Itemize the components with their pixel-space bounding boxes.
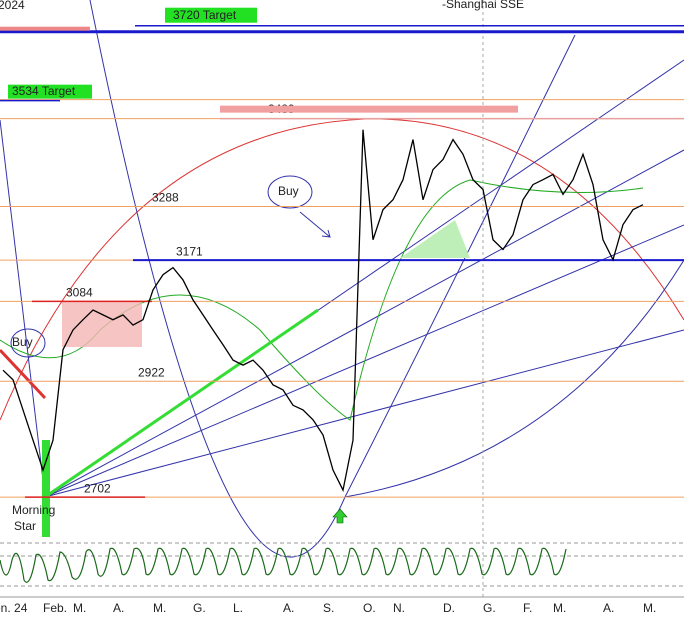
target-box: [8, 84, 92, 99]
zone: [400, 220, 470, 258]
target-label: 3720 Target: [173, 8, 237, 22]
level-label: 3288: [152, 191, 179, 205]
x-tick-label: M.: [153, 601, 166, 615]
x-tick-label: M.: [73, 601, 86, 615]
parabola: [344, 259, 684, 498]
x-tick-label: en. 24: [0, 601, 28, 615]
callout-arrow: [299, 211, 331, 238]
fan-line: [44, 59, 684, 498]
trend-line: [0, 348, 47, 400]
chart-title: -Shanghai SSE: [442, 0, 524, 11]
level-zone: [220, 105, 518, 113]
annotation: Buy: [278, 184, 299, 198]
x-tick-label: S.: [323, 601, 334, 615]
fan-line: [0, 119, 46, 498]
drawing-tools: [0, 0, 684, 600]
signal-bar: [42, 440, 50, 537]
target-zone: [0, 26, 90, 31]
level-label: 2922: [138, 365, 165, 379]
oscillator: [0, 547, 567, 583]
price-line: [2, 129, 644, 493]
arrow-up: [332, 508, 348, 524]
x-tick-label: A.: [113, 601, 124, 615]
target-label: 3534 Target: [12, 84, 76, 98]
level-label: 2702: [84, 481, 111, 495]
x-tick-label: Feb.: [43, 601, 67, 615]
x-tick-label: M.: [553, 601, 566, 615]
x-tick-label: L.: [233, 601, 243, 615]
x-tick-label: F.: [523, 601, 532, 615]
moving-average: [0, 179, 644, 421]
annotation: Buy: [12, 335, 33, 349]
x-tick-label: N.: [393, 601, 405, 615]
arc: [0, 118, 684, 421]
callout: [267, 175, 313, 209]
zone: [62, 302, 142, 347]
x-tick-label: O.: [363, 601, 376, 615]
trend-line: [44, 308, 319, 499]
year-label: 2024: [0, 0, 25, 12]
level-label: 3084: [66, 286, 93, 300]
x-tick-label: G.: [193, 601, 206, 615]
x-tick-label: A.: [283, 601, 294, 615]
x-tick-label: A.: [603, 601, 614, 615]
level-label: 3171: [176, 244, 203, 258]
x-tick-label: G.: [483, 601, 496, 615]
parabola: [89, 0, 576, 558]
callout: [10, 328, 46, 358]
target-box: [165, 7, 257, 23]
x-tick-label: D.: [443, 601, 455, 615]
x-tick-label: M.: [643, 601, 656, 615]
annotation: Morning Star: [12, 503, 55, 533]
